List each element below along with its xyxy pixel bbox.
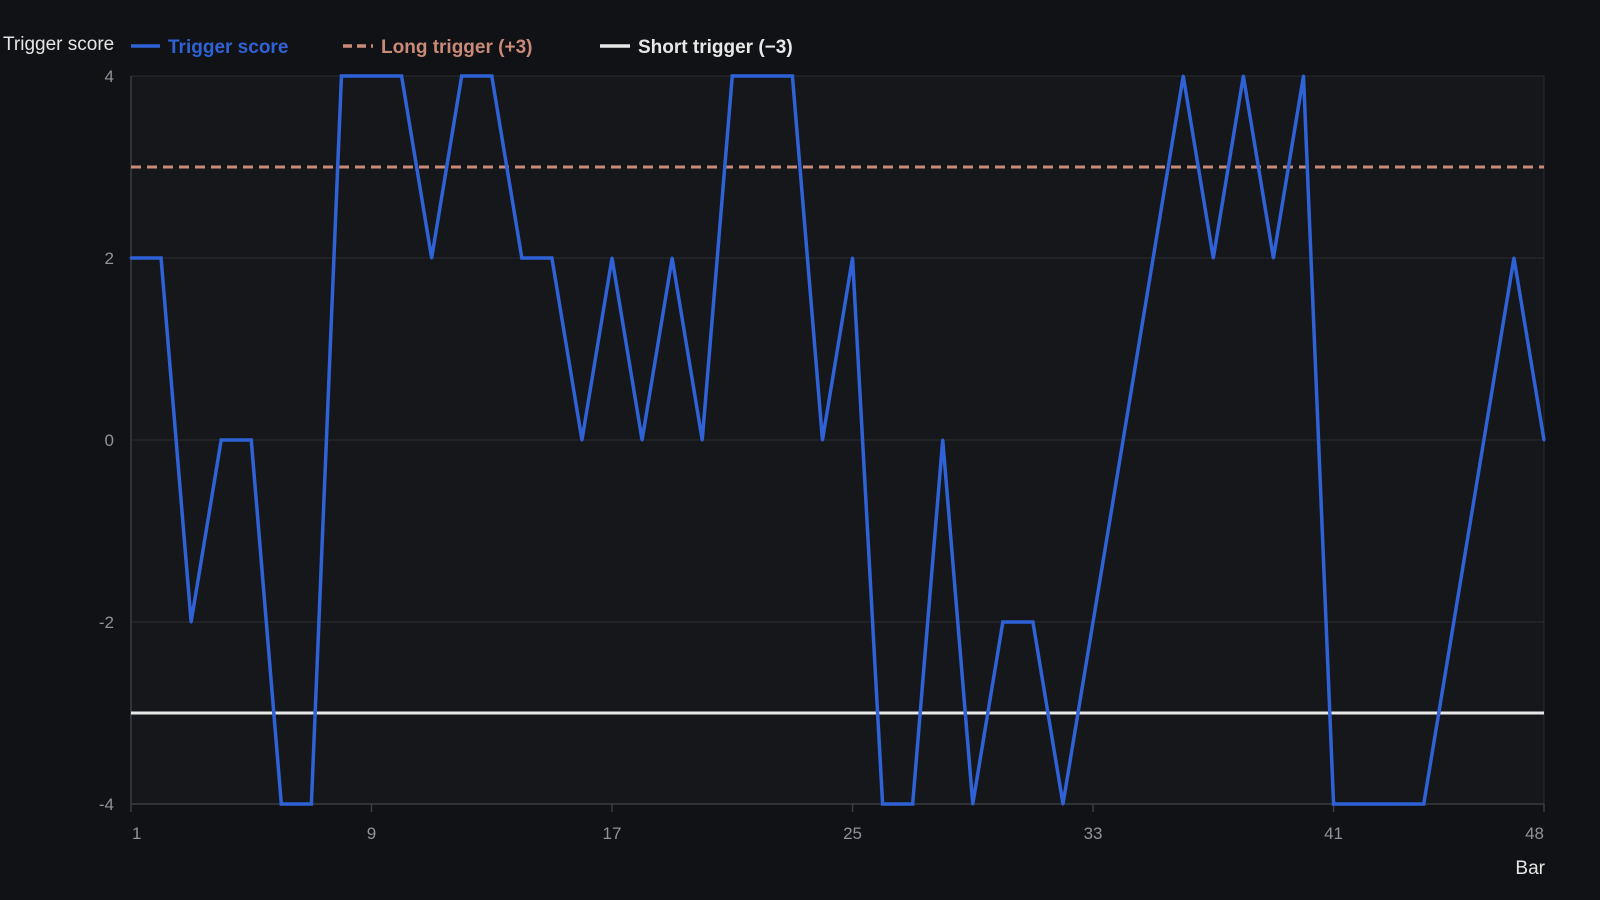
trigger-score-point bbox=[911, 802, 915, 806]
trigger-score-point bbox=[640, 438, 644, 442]
trigger-score-point bbox=[279, 802, 283, 806]
trigger-score-point bbox=[249, 438, 253, 442]
trigger-score-point bbox=[400, 74, 404, 78]
trigger-score-point bbox=[670, 256, 674, 260]
trigger-score-point bbox=[941, 438, 945, 442]
trigger-score-point bbox=[189, 620, 193, 624]
trigger-score-point bbox=[1061, 802, 1065, 806]
trigger-score-point bbox=[1211, 256, 1215, 260]
trigger-score-point bbox=[1121, 438, 1125, 442]
trigger-score-point bbox=[580, 438, 584, 442]
trigger-score-point bbox=[1241, 74, 1245, 78]
trigger-score-point bbox=[490, 74, 494, 78]
trigger-score-point bbox=[881, 802, 885, 806]
trigger-score-point bbox=[1392, 802, 1396, 806]
trigger-score-point bbox=[219, 438, 223, 442]
trigger-score-point bbox=[1151, 256, 1155, 260]
y-tick-label: 0 bbox=[105, 431, 114, 450]
x-tick-label: 33 bbox=[1084, 824, 1103, 843]
x-tick-label: 41 bbox=[1324, 824, 1343, 843]
legend-label-long-trigger: Long trigger (+3) bbox=[381, 37, 532, 58]
trigger-score-point bbox=[610, 256, 614, 260]
trigger-score-line bbox=[131, 74, 1546, 806]
trigger-score-point bbox=[159, 256, 163, 260]
x-axis-title: Bar bbox=[1515, 858, 1545, 879]
trigger-score-point bbox=[460, 74, 464, 78]
trigger-score-point bbox=[550, 256, 554, 260]
x-tick-label: 1 bbox=[132, 824, 141, 843]
x-tick-label: 48 bbox=[1525, 824, 1544, 843]
y-tick-label: -2 bbox=[99, 613, 114, 632]
trigger-score-point bbox=[370, 74, 374, 78]
trigger-score-point bbox=[1301, 74, 1305, 78]
legend-label-short-trigger: Short trigger (−3) bbox=[638, 37, 793, 58]
legend-item-short-trigger[interactable]: Short trigger (−3) bbox=[600, 37, 793, 58]
trigger-score-point bbox=[309, 802, 313, 806]
trigger-score-point bbox=[520, 256, 524, 260]
trigger-score-point bbox=[851, 256, 855, 260]
trigger-score-point bbox=[1422, 802, 1426, 806]
trigger-score-point bbox=[1362, 802, 1366, 806]
legend-label-trigger-score: Trigger score bbox=[168, 37, 288, 58]
trigger-score-point bbox=[1271, 256, 1275, 260]
y-axis-title: Trigger score bbox=[3, 34, 114, 55]
trigger-score-point bbox=[1181, 74, 1185, 78]
trigger-score-point bbox=[730, 74, 734, 78]
x-tick-label: 17 bbox=[603, 824, 622, 843]
y-tick-label: 4 bbox=[105, 67, 114, 86]
trigger-score-point bbox=[1001, 620, 1005, 624]
series-lines bbox=[129, 74, 1546, 806]
y-tick-label: -4 bbox=[99, 795, 114, 814]
trigger-score-point bbox=[129, 256, 133, 260]
trigger-score-point bbox=[1332, 802, 1336, 806]
legend: Trigger score Long trigger (+3) Short tr… bbox=[131, 37, 793, 58]
trigger-score-point bbox=[700, 438, 704, 442]
trigger-score-point bbox=[1542, 438, 1546, 442]
x-tick-label: 25 bbox=[843, 824, 862, 843]
trigger-score-point bbox=[1482, 438, 1486, 442]
legend-item-long-trigger[interactable]: Long trigger (+3) bbox=[343, 37, 532, 58]
trigger-score-point bbox=[820, 438, 824, 442]
trigger-score-point bbox=[790, 74, 794, 78]
trigger-score-point bbox=[1452, 620, 1456, 624]
trigger-score-point bbox=[971, 802, 975, 806]
trigger-score-point bbox=[760, 74, 764, 78]
trigger-score-point bbox=[430, 256, 434, 260]
trigger-score-point bbox=[1091, 620, 1095, 624]
trigger-score-point bbox=[1512, 256, 1516, 260]
x-tick-label: 9 bbox=[367, 824, 376, 843]
trigger-score-point bbox=[1031, 620, 1035, 624]
legend-item-trigger-score[interactable]: Trigger score bbox=[131, 37, 288, 58]
y-tick-label: 2 bbox=[105, 249, 114, 268]
trigger-score-point bbox=[339, 74, 343, 78]
